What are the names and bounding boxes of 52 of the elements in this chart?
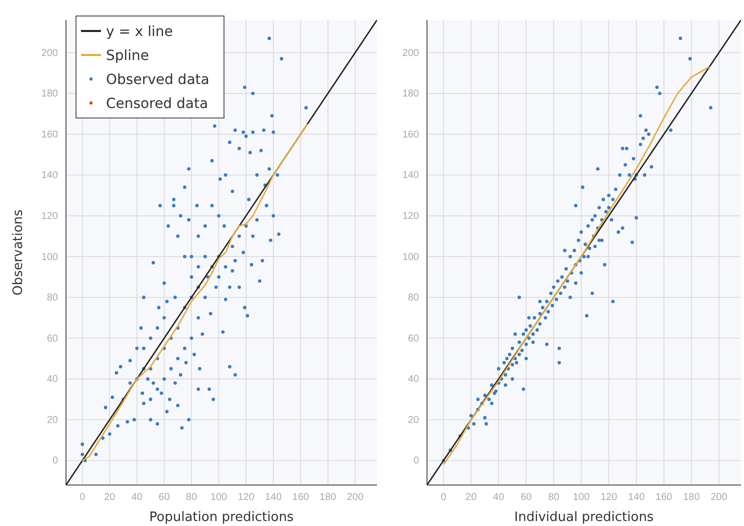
legend-label: Spline [106, 48, 150, 64]
x-tick-label: 180 [683, 492, 700, 504]
y-tick-label: 40 [46, 374, 58, 386]
y-axis-title: Observations [11, 209, 26, 296]
y-tick-label: 200 [41, 48, 58, 59]
x-tick-label: 200 [346, 492, 364, 504]
y-tick-label: 160 [402, 129, 420, 140]
x-tick-label: 100 [572, 492, 590, 504]
x-tick-label: 140 [264, 492, 282, 504]
x-tick-label: 120 [238, 492, 255, 504]
x-tick-label: 0 [80, 492, 86, 504]
y-tick-label: 60 [46, 333, 58, 344]
y-tick-label: 140 [402, 170, 420, 182]
x-tick-label: 100 [210, 492, 228, 504]
x-tick-label: 160 [656, 492, 673, 504]
y-tick-label: 0 [413, 456, 420, 467]
x-tick-label: 20 [466, 492, 478, 504]
y-tick-label: 100 [402, 252, 420, 263]
x-tick-label: 0 [440, 492, 447, 504]
legend-label: Censored data [106, 96, 208, 112]
y-tick-label: 180 [402, 88, 420, 100]
y-tick-label: 200 [402, 48, 420, 59]
x-tick-label: 60 [158, 492, 170, 504]
x-tick-label: 180 [320, 492, 337, 504]
y-tick-label: 120 [41, 210, 58, 222]
y-tick-label: 140 [41, 170, 58, 182]
y-tick-label: 40 [408, 374, 420, 386]
x-tick-label: 40 [493, 492, 505, 504]
x-tick-label: 80 [186, 492, 198, 504]
x-tick-label: 200 [710, 492, 728, 504]
legend-label: y = x line [106, 24, 173, 40]
x-axis-title: Population predictions [149, 510, 294, 525]
x-tick-label: 160 [292, 492, 310, 504]
legend-label: Observed data [106, 72, 210, 88]
x-tick-label: 20 [104, 492, 116, 504]
y-tick-label: 80 [408, 292, 420, 304]
y-tick-label: 20 [408, 414, 420, 426]
x-tick-label: 60 [520, 492, 532, 504]
y-tick-label: 160 [41, 129, 58, 140]
x-tick-label: 140 [628, 492, 646, 504]
x-tick-label: 80 [548, 492, 560, 504]
y-tick-label: 80 [46, 292, 58, 304]
line-series [82, 123, 308, 462]
y-tick-label: 180 [41, 88, 58, 100]
y-tick-label: 60 [408, 333, 420, 344]
x-tick-label: 120 [600, 492, 618, 504]
y-tick-label: 100 [41, 252, 58, 263]
y-tick-label: 0 [52, 456, 58, 467]
y-tick-label: 20 [46, 414, 58, 426]
x-axis-title: Individual predictions [514, 510, 654, 525]
y-tick-label: 120 [402, 210, 420, 222]
x-tick-label: 40 [131, 492, 143, 504]
